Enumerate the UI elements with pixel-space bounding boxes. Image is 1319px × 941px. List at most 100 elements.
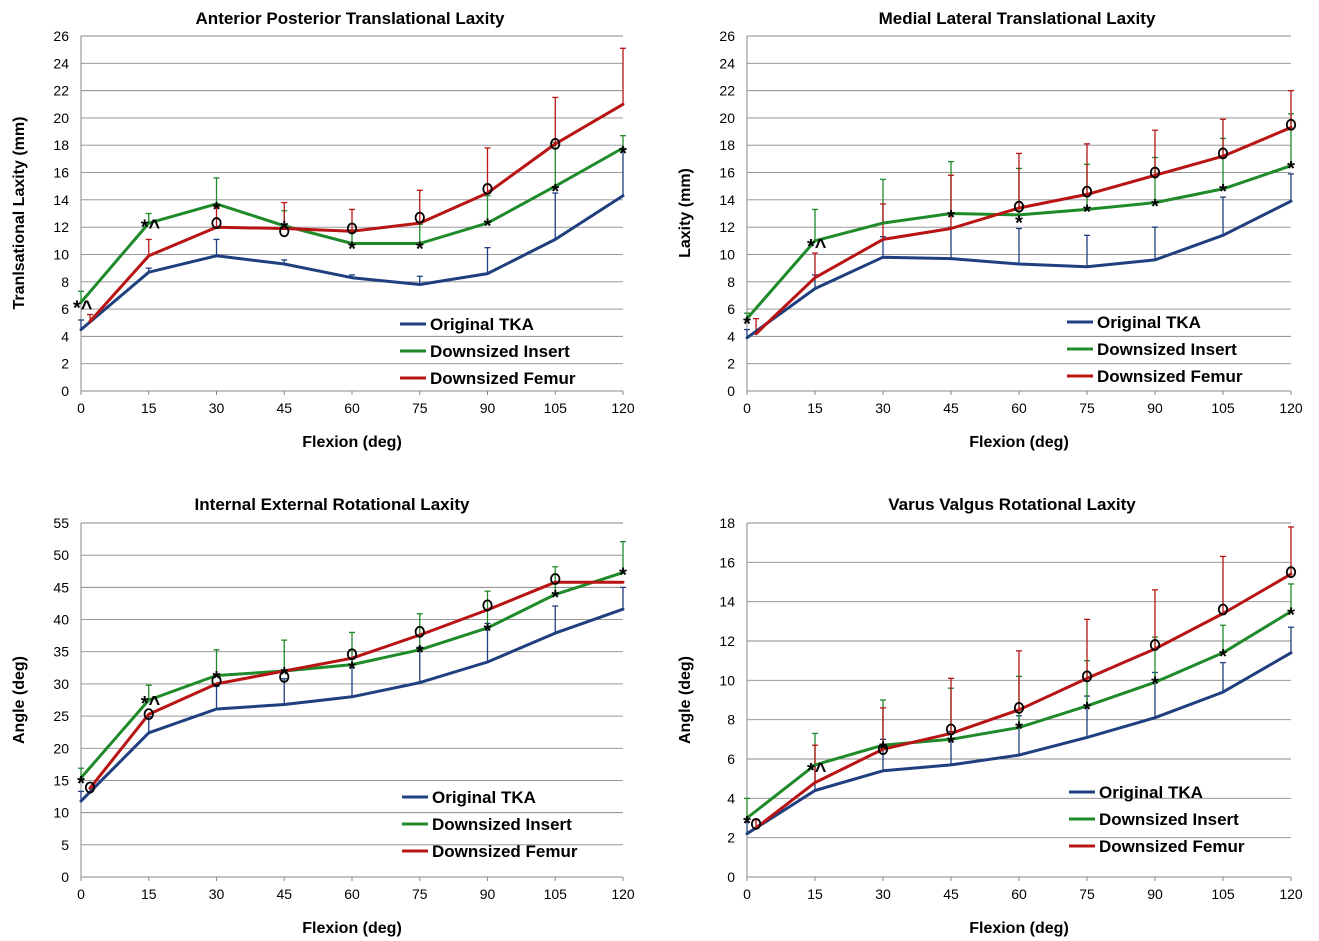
x-tick-label: 120 bbox=[611, 400, 635, 416]
annotation-text-marker: *^ bbox=[807, 236, 827, 258]
x-tick-label: 15 bbox=[807, 886, 823, 902]
y-axis-label: Angle (deg) bbox=[11, 656, 28, 744]
y-tick-label: 8 bbox=[61, 274, 69, 290]
annotation-o-marker bbox=[1013, 701, 1025, 714]
annotation-o-marker bbox=[279, 225, 290, 238]
annotation-text-marker: * bbox=[619, 564, 627, 586]
y-tick-label: 0 bbox=[727, 869, 735, 885]
annotation-text-marker: * bbox=[551, 587, 559, 609]
x-tick-label: 120 bbox=[611, 886, 635, 902]
annotation-o-marker bbox=[414, 211, 425, 224]
y-tick-label: 26 bbox=[53, 28, 69, 44]
y-tick-label: 0 bbox=[61, 383, 69, 399]
annotation-text-marker: * bbox=[1219, 646, 1227, 668]
y-tick-label: 18 bbox=[719, 515, 735, 531]
annotation-o-marker bbox=[482, 599, 493, 612]
annotation-text-marker: * bbox=[348, 658, 356, 680]
chart-title: Internal External Rotational Laxity bbox=[195, 495, 470, 514]
annotation-o-marker bbox=[1149, 639, 1161, 651]
annotation-o-marker bbox=[550, 573, 561, 585]
annotation-text-marker: * bbox=[1151, 673, 1159, 695]
annotation-text-marker: * bbox=[484, 620, 492, 642]
x-tick-label: 30 bbox=[875, 886, 891, 902]
series-line-insert bbox=[79, 571, 625, 780]
annotation-o-marker bbox=[211, 674, 222, 687]
series-line-femur bbox=[88, 580, 625, 790]
x-tick-label: 75 bbox=[1079, 886, 1095, 902]
x-tick-label: 75 bbox=[412, 886, 428, 902]
y-tick-label: 8 bbox=[727, 274, 735, 290]
annotation-text-marker: * bbox=[551, 181, 559, 203]
y-tick-label: 0 bbox=[727, 383, 735, 399]
annotation-text-marker: * bbox=[213, 199, 221, 221]
legend-label-original: Original TKA bbox=[1099, 783, 1203, 802]
annotation-o-marker bbox=[143, 708, 154, 721]
y-tick-label: 0 bbox=[61, 869, 69, 885]
y-tick-label: 12 bbox=[53, 219, 69, 235]
annotation-o-marker bbox=[1081, 185, 1093, 198]
annotation-o-marker bbox=[482, 183, 493, 195]
annotation-o-marker bbox=[1285, 566, 1297, 579]
y-tick-label: 16 bbox=[719, 165, 735, 181]
x-tick-label: 0 bbox=[77, 400, 85, 416]
annotation-text-marker: * bbox=[484, 215, 492, 237]
x-tick-label: 15 bbox=[807, 400, 823, 416]
annotation-text-marker: * bbox=[619, 143, 627, 165]
x-tick-label: 105 bbox=[1211, 400, 1235, 416]
annotation-o-marker bbox=[1013, 200, 1025, 213]
chart-title: Anterior Posterior Translational Laxity bbox=[196, 9, 505, 28]
y-tick-label: 2 bbox=[727, 830, 735, 846]
y-tick-label: 22 bbox=[53, 83, 69, 99]
x-tick-label: 0 bbox=[743, 400, 751, 416]
x-tick-label: 75 bbox=[412, 400, 428, 416]
legend-label-original: Original TKA bbox=[1097, 313, 1201, 332]
x-axis-label: Flexion (deg) bbox=[969, 920, 1069, 937]
x-tick-label: 15 bbox=[141, 400, 157, 416]
y-tick-label: 26 bbox=[719, 28, 735, 44]
y-tick-label: 12 bbox=[719, 219, 735, 235]
y-tick-label: 24 bbox=[53, 55, 69, 71]
annotation-text-marker: * bbox=[280, 664, 288, 686]
y-tick-label: 10 bbox=[53, 246, 69, 262]
legend-label-original: Original TKA bbox=[432, 788, 536, 807]
annotation-text-marker: * bbox=[1287, 605, 1295, 627]
y-tick-label: 14 bbox=[719, 192, 735, 208]
annotation-o-marker bbox=[211, 217, 222, 229]
y-tick-label: 22 bbox=[719, 83, 735, 99]
y-tick-label: 6 bbox=[727, 301, 735, 317]
x-tick-label: 90 bbox=[480, 400, 496, 416]
y-tick-label: 24 bbox=[719, 55, 735, 71]
y-tick-label: 40 bbox=[53, 612, 69, 628]
y-axis-label: Tranlsational Laxity (mm) bbox=[11, 117, 28, 310]
legend-label-femur: Downsized Femur bbox=[1097, 367, 1243, 386]
legend-label-femur: Downsized Femur bbox=[1099, 837, 1245, 856]
annotation-text-marker: * bbox=[1015, 719, 1023, 741]
x-tick-label: 90 bbox=[1147, 886, 1163, 902]
y-tick-label: 14 bbox=[719, 594, 735, 610]
y-tick-label: 20 bbox=[53, 740, 69, 756]
annotation-o-marker bbox=[945, 723, 957, 736]
y-tick-label: 30 bbox=[53, 676, 69, 692]
x-tick-label: 45 bbox=[276, 886, 292, 902]
x-tick-label: 105 bbox=[544, 400, 568, 416]
legend-label-insert: Downsized Insert bbox=[1099, 810, 1239, 829]
y-axis-label: Angle (deg) bbox=[677, 656, 694, 744]
series-line-insert bbox=[79, 146, 625, 304]
y-tick-label: 18 bbox=[53, 137, 69, 153]
annotation-o-marker bbox=[414, 625, 425, 638]
series-line-femur bbox=[754, 572, 1293, 830]
annotation-text-marker: * bbox=[947, 732, 955, 754]
series-line-original bbox=[745, 651, 1293, 836]
x-tick-label: 105 bbox=[544, 886, 568, 902]
y-tick-label: 14 bbox=[53, 192, 69, 208]
series-line-femur bbox=[88, 102, 625, 323]
annotation-o-marker bbox=[1149, 166, 1161, 179]
y-tick-label: 20 bbox=[53, 110, 69, 126]
x-tick-label: 105 bbox=[1211, 886, 1235, 902]
annotation-text-marker: * bbox=[879, 738, 887, 760]
annotation-text-marker: * bbox=[213, 668, 221, 690]
chart-ie-rotational-laxity: 0 5 10 15 20 25 30 35 40 45 50 55 0 15 30 45 60 75 90 105 12… bbox=[11, 495, 635, 937]
chart-title: Varus Valgus Rotational Laxity bbox=[888, 495, 1136, 514]
